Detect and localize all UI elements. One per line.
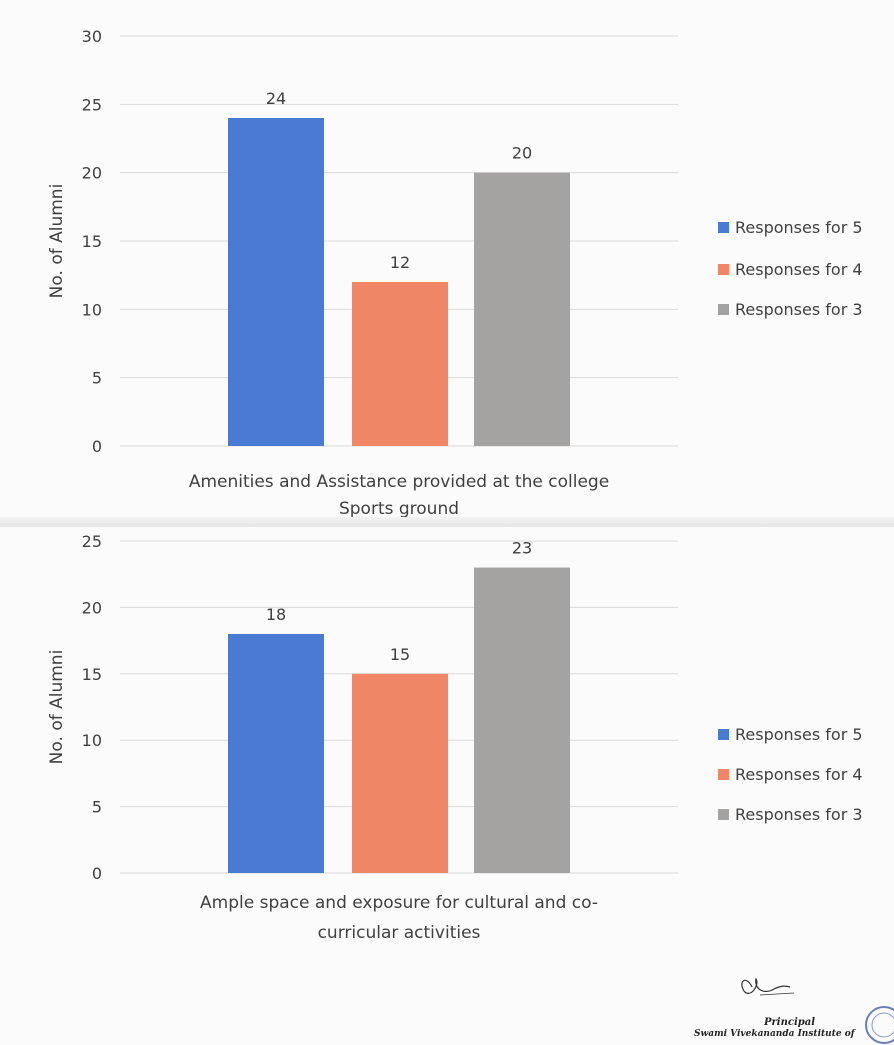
signature-scribble-icon (741, 977, 795, 996)
legend-swatch (718, 304, 729, 315)
principal-signature: Principal Swami Vivekananda Institute of (694, 965, 894, 1045)
legend-label: Responses for 3 (735, 805, 863, 824)
bar (352, 282, 448, 446)
legend-swatch (718, 264, 729, 275)
y-tick-label: 10 (82, 731, 102, 750)
y-tick-label: 15 (82, 665, 102, 684)
legend-swatch (718, 222, 729, 233)
y-tick-label: 5 (92, 369, 102, 388)
legend-swatch (718, 809, 729, 820)
x-axis-category-label: curricular activities (318, 923, 481, 943)
y-tick-label: 0 (92, 437, 102, 456)
y-tick-label: 20 (82, 598, 102, 617)
x-axis-category-label: Ample space and exposure for cultural an… (200, 893, 598, 913)
chart-cultural-activities: 0 5 10 15 20 25 18 15 23 No. of Alumni Ample space… (0, 527, 894, 1045)
y-tick-label: 5 (92, 798, 102, 817)
y-tick-label: 0 (92, 864, 102, 883)
bar (474, 567, 570, 873)
bar-chart-svg: 0 5 10 15 20 25 18 15 23 No. of Alumni Ample space… (47, 532, 863, 943)
y-axis-label: No. of Alumni (47, 184, 67, 299)
y-axis-label: No. of Alumni (47, 650, 67, 765)
chart-amenities-sports-ground: 0 5 10 15 20 25 30 24 12 20 No. of Alumni Amenities… (0, 0, 894, 520)
institute-seal-icon (865, 1006, 894, 1044)
signature-title: Principal (764, 1017, 816, 1028)
y-tick-label: 25 (82, 95, 102, 114)
legend-label: Responses for 5 (735, 218, 863, 237)
bar (228, 633, 324, 873)
x-axis-category-label: Amenities and Assistance provided at the… (189, 472, 609, 492)
bar (228, 118, 324, 446)
legend-swatch (718, 729, 729, 740)
bar (352, 673, 448, 873)
y-tick-label: 10 (82, 300, 102, 319)
y-tick-label: 20 (82, 164, 102, 183)
data-label: 18 (266, 605, 286, 624)
legend-label: Responses for 4 (735, 765, 863, 784)
legend-label: Responses for 5 (735, 725, 863, 744)
data-label: 15 (390, 645, 410, 664)
data-label: 12 (390, 253, 410, 272)
bar-chart-svg: 0 5 10 15 20 25 30 24 12 20 No. of Alumni Amenities… (47, 27, 863, 519)
data-label: 24 (266, 89, 286, 108)
signature-institute: Swami Vivekananda Institute of (694, 1029, 855, 1039)
data-label: 20 (512, 144, 532, 163)
bar (474, 172, 570, 446)
chart-divider (0, 517, 894, 527)
y-tick-label: 15 (82, 232, 102, 251)
legend-label: Responses for 3 (735, 300, 863, 319)
legend-label: Responses for 4 (735, 260, 863, 279)
data-label: 23 (512, 539, 532, 558)
y-tick-label: 25 (82, 532, 102, 551)
x-axis-category-label: Sports ground (339, 499, 459, 519)
legend-swatch (718, 769, 729, 780)
y-tick-label: 30 (82, 27, 102, 46)
